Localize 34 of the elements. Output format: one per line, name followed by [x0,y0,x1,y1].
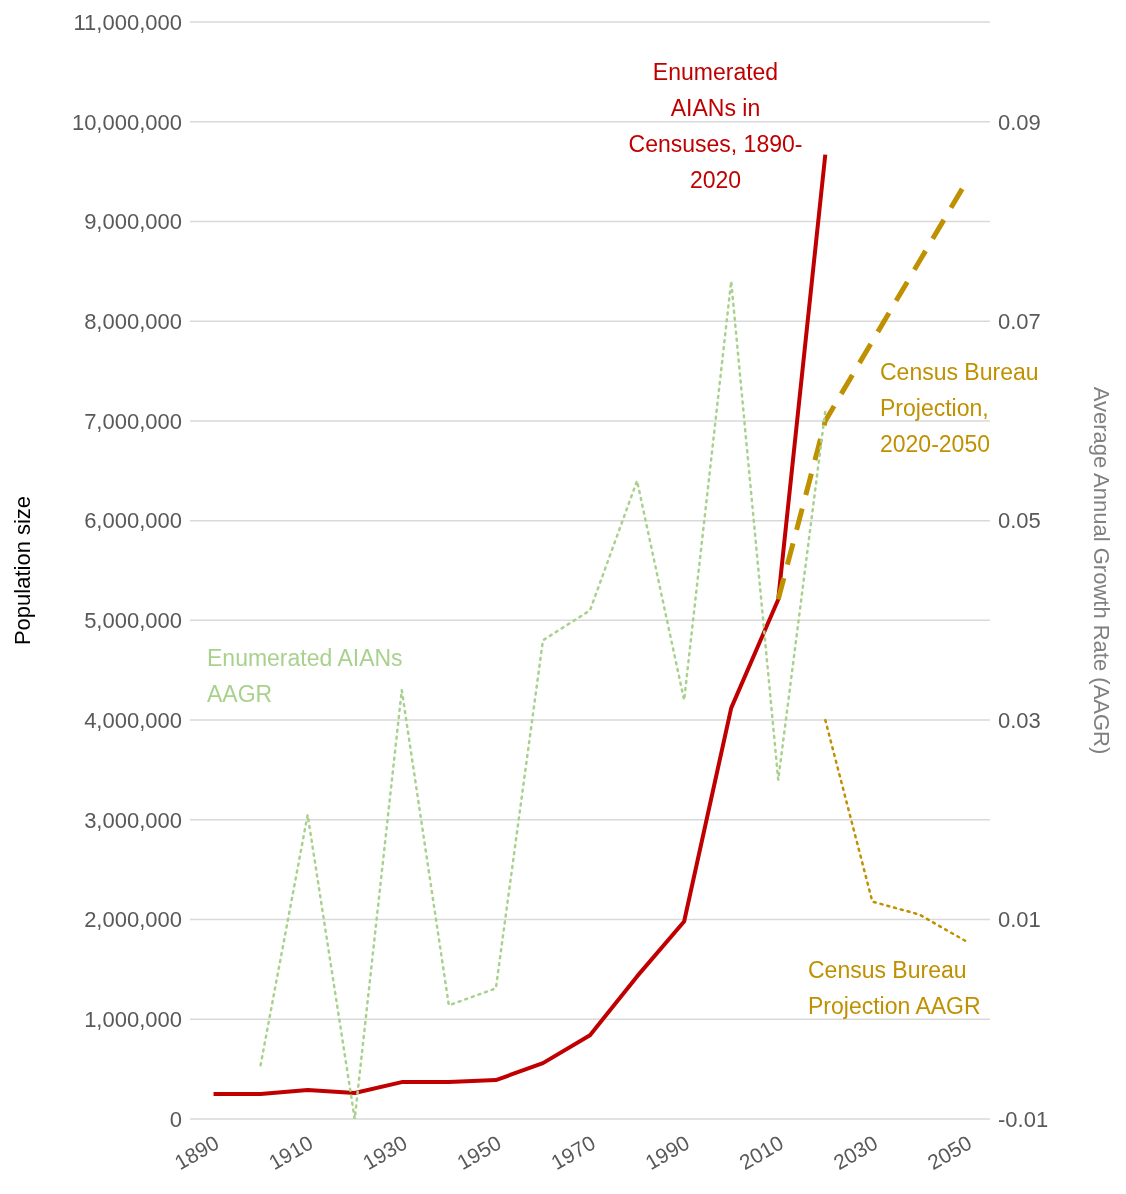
y2-tick-label: 0.09 [998,109,1041,135]
y-tick-label: 7,000,000 [84,408,182,434]
series-label: Enumerated AIANs in Censuses, 1890-2020 [628,58,803,195]
x-tick-label: 1950 [452,1130,505,1174]
y2-tick-label: -0.01 [998,1106,1049,1132]
x-tick-label: 1890 [170,1130,223,1174]
series-label: Census Bureau Projection AAGR [808,956,982,1021]
y-tick-label: 1,000,000 [84,1007,182,1033]
y2-tick-label: 0.03 [998,707,1041,733]
x-tick-label: 2050 [923,1130,976,1174]
x-tick-label: 2030 [829,1130,882,1174]
y-tick-label: 9,000,000 [84,209,182,235]
y2-tick-label: 0.07 [998,308,1041,334]
y-tick-label: 0 [169,1106,182,1132]
y-tick-label: 2,000,000 [84,907,182,933]
y-axis-title: Population size [9,495,35,646]
y2-axis-title: Average Annual Growth Rate (AAGR) [1089,386,1115,755]
y-tick-label: 10,000,000 [71,109,182,135]
y-tick-label: 5,000,000 [84,608,182,634]
x-tick-label: 1930 [358,1130,411,1174]
y-tick-label: 11,000,000 [73,9,182,35]
line-series [824,718,968,943]
y-tick-label: 8,000,000 [84,308,182,334]
x-tick-label: 1990 [641,1130,694,1174]
y2-tick-label: 0.05 [998,508,1041,534]
x-tick-label: 2010 [735,1130,788,1174]
y2-tick-label: 0.01 [998,907,1041,933]
series-label: Census Bureau Projection, 2020-2050 [880,358,1040,459]
y-tick-label: 3,000,000 [84,807,182,833]
series-label: Enumerated AIANs AAGR [207,644,404,709]
y-tick-label: 6,000,000 [84,508,182,534]
x-tick-label: 1970 [547,1130,599,1174]
y-tick-label: 4,000,000 [84,707,182,733]
x-tick-label: 1910 [264,1130,317,1174]
